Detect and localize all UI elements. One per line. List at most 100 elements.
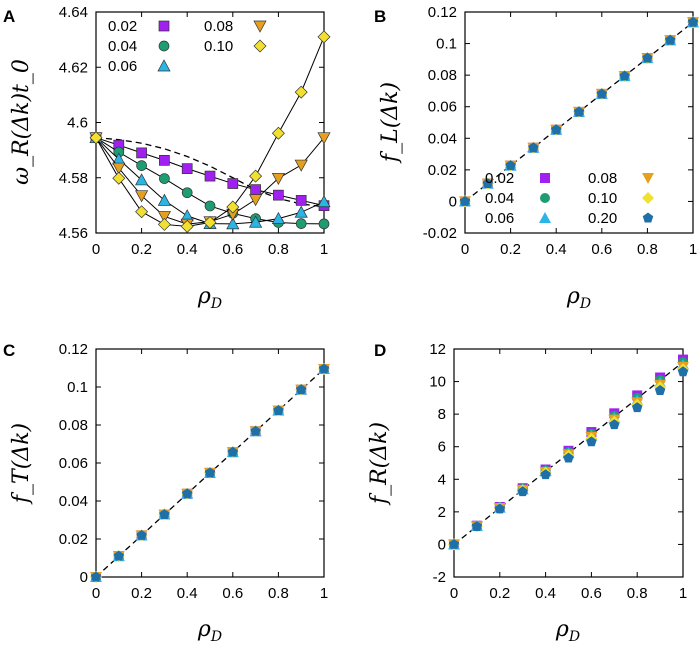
panel-b-point-0_20 bbox=[619, 70, 630, 81]
panel-a-legend-marker bbox=[158, 20, 170, 32]
panel-b-legend-label: 0.02 bbox=[485, 170, 514, 187]
panel-a-point-0_04 bbox=[136, 160, 147, 171]
panel-d-point-0_20 bbox=[609, 419, 620, 430]
panel-d-point-0_20 bbox=[631, 402, 643, 413]
panel-a-point-0_10 bbox=[249, 169, 263, 183]
panel-a-point-0_10 bbox=[89, 131, 103, 145]
panel-c-ytick-label: 0 bbox=[80, 569, 88, 586]
panel-b-legend-marker bbox=[642, 192, 654, 204]
panel-c-ytick-label: 0.08 bbox=[59, 417, 88, 434]
panel-b-xtick-label: 0 bbox=[461, 241, 469, 258]
panel-a-ytick-label: 4.58 bbox=[59, 170, 88, 187]
panel-d-ylabel: f_R(Δk) bbox=[367, 422, 392, 506]
panel-c-ticks: 0 0.2 0.4 0.6 0.8 1 0 0.02 0.04 0.06 0.08 0.1 0.12 bbox=[59, 341, 328, 602]
panel-d-point-0_20 bbox=[517, 486, 528, 497]
panel-b-point-0_20 bbox=[550, 124, 562, 135]
panel-a-xtick-label: 0.2 bbox=[131, 241, 152, 258]
panel-d-xtick-label: 0.4 bbox=[535, 585, 556, 602]
panel-a-xlabel: ρD bbox=[197, 284, 222, 312]
panel-c-xtick-label: 0.8 bbox=[268, 585, 289, 602]
panel-a-legend-marker bbox=[158, 40, 170, 52]
panel-c-series bbox=[90, 362, 330, 583]
panel-d-ytick-label: 8 bbox=[438, 406, 446, 423]
panel-b-point-0_20 bbox=[482, 178, 494, 189]
panel-d-xlabel: ρD bbox=[555, 617, 580, 645]
panel-b-xlabel-symbol: ρ bbox=[566, 284, 580, 309]
panel-c-plot-frame bbox=[95, 348, 325, 578]
panel-a-point-0_02 bbox=[273, 189, 284, 201]
panel-a-point-0_08 bbox=[294, 159, 308, 172]
panel-a-legend-label: 0.08 bbox=[204, 18, 233, 35]
panel-a-point-0_10 bbox=[294, 85, 308, 99]
panel-c-ytick-label: 0.06 bbox=[59, 455, 88, 472]
panel-a-ytick-label: 4.56 bbox=[59, 225, 88, 242]
panel-d-xtick-label: 1 bbox=[679, 585, 687, 602]
panel-d-point-0_20 bbox=[448, 538, 460, 549]
panel-c-xtick-label: 1 bbox=[320, 585, 328, 602]
panel-a-ylabel: ω_R(Δk)t_0 bbox=[9, 59, 34, 185]
panel-c-xtick-label: 0.2 bbox=[131, 585, 152, 602]
panel-c-point-0_20 bbox=[90, 571, 102, 582]
panel-a-dashed-line bbox=[95, 137, 325, 208]
panel-d-dashed-line bbox=[453, 361, 684, 545]
panel-b-ytick-label: 0.08 bbox=[428, 67, 457, 84]
panel-b-ytick-label: 0.12 bbox=[428, 4, 457, 21]
panel-b-xtick-label: 0.4 bbox=[546, 241, 567, 258]
panel-b-point-0_20 bbox=[642, 52, 653, 63]
panel-c-xtick-label: 0.4 bbox=[177, 585, 198, 602]
panel-b-xtick-label: 0.6 bbox=[591, 241, 612, 258]
panel-c-xlabel-sub: D bbox=[210, 629, 222, 645]
panel-a-legend-label: 0.06 bbox=[108, 58, 137, 75]
panel-a-point-0_08 bbox=[135, 190, 149, 203]
panel-c-ylabel: f_T(Δk) bbox=[9, 423, 34, 505]
panel-a: A 0 0.2 0.4 0.6 0.8 1 4.56 4.58 4.6 4.62 4.64 0.02… bbox=[3, 4, 331, 312]
panel-b-legend-label: 0.08 bbox=[588, 170, 617, 187]
panel-b-xlabel-sub: D bbox=[579, 296, 591, 312]
panel-c-xtick-label: 0 bbox=[92, 585, 100, 602]
panel-a-point-0_10 bbox=[226, 200, 240, 214]
panel-c-point-0_20 bbox=[250, 425, 261, 436]
panel-a-point-0_04 bbox=[295, 218, 307, 229]
panel-d-xtick-label: 0.2 bbox=[489, 585, 510, 602]
panel-a-point-0_06 bbox=[135, 173, 149, 186]
panel-d-plot-frame bbox=[453, 348, 684, 578]
panel-b-series bbox=[459, 16, 699, 208]
panel-a-point-0_02 bbox=[136, 147, 147, 159]
panel-d-xtick-label: 0.8 bbox=[627, 585, 648, 602]
panel-d-point-0_20 bbox=[540, 469, 551, 480]
panel-a-point-0_02 bbox=[250, 184, 261, 195]
panel-a-point-0_06 bbox=[271, 211, 285, 224]
panel-d-point-0_20 bbox=[654, 385, 666, 395]
panel-d-xtick-label: 0 bbox=[450, 585, 458, 602]
panel-a-point-0_06 bbox=[294, 205, 308, 218]
panel-a-point-0_10 bbox=[317, 30, 331, 44]
panel-c-xlabel: ρD bbox=[197, 617, 222, 645]
panel-d-ytick-label: 4 bbox=[438, 471, 446, 488]
panel-d-xlabel-sub: D bbox=[568, 629, 580, 645]
panel-a-point-0_02 bbox=[295, 195, 307, 206]
panel-b-ylabel: f_L(Δk) bbox=[378, 82, 403, 164]
panel-a-point-0_04 bbox=[181, 187, 193, 199]
panel-b-point-0_20 bbox=[528, 142, 539, 153]
panel-b-xtick-label: 0.8 bbox=[637, 241, 658, 258]
panel-a-legend-label: 0.04 bbox=[108, 38, 137, 55]
panel-a-point-0_08 bbox=[112, 162, 126, 175]
panel-c-point-0_20 bbox=[159, 508, 170, 519]
panel-c-point-0_20 bbox=[113, 550, 125, 561]
panel-a-point-0_08 bbox=[317, 132, 331, 145]
panel-b-point-0_20 bbox=[505, 160, 516, 171]
panel-a-xtick-label: 0.4 bbox=[177, 241, 198, 258]
panel-a-point-0_02 bbox=[159, 154, 170, 166]
panel-a-point-0_10 bbox=[203, 216, 217, 229]
panel-c-ytick-label: 0.12 bbox=[59, 341, 88, 358]
panel-b-point-0_20 bbox=[596, 88, 608, 99]
panel-a-point-0_10 bbox=[135, 205, 149, 219]
panel-c-point-0_20 bbox=[181, 488, 193, 499]
panel-b-ytick-label: 0.06 bbox=[428, 99, 457, 116]
panel-c-point-0_20 bbox=[318, 363, 330, 374]
panel-a-point-0_10 bbox=[271, 126, 285, 140]
panel-a-ticks: 0 0.2 0.4 0.6 0.8 1 4.56 4.58 4.6 4.62 4.64 bbox=[59, 4, 328, 258]
panel-a-point-0_04 bbox=[318, 218, 330, 230]
